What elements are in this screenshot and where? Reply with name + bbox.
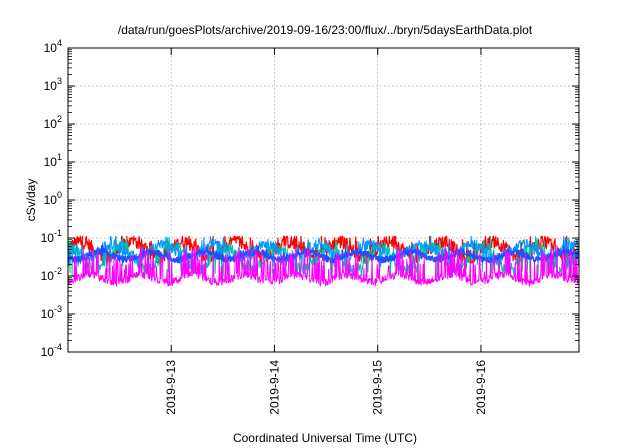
series-line-5 [67, 245, 580, 287]
y-tick-label: 101 [44, 152, 62, 169]
y-tick-label: 104 [44, 38, 62, 55]
y-tick-label: 10-4 [41, 342, 62, 359]
y-tick-label: 103 [44, 76, 62, 93]
x-tick-label: 2019-9-13 [164, 360, 178, 415]
x-tick-label: 2019-9-14 [267, 360, 281, 415]
x-axis-label: Coordinated Universal Time (UTC) [233, 431, 417, 445]
y-tick-label: 100 [44, 190, 62, 207]
y-axis-label: cSv/day [24, 179, 38, 222]
y-tick-label: 10-1 [41, 228, 62, 245]
x-tick-label: 2019-9-16 [474, 360, 488, 415]
chart-title: /data/run/goesPlots/archive/2019-09-16/2… [118, 23, 533, 37]
y-tick-label: 10-2 [41, 266, 62, 283]
series-layer [67, 235, 580, 287]
x-tick-label: 2019-9-15 [371, 360, 385, 415]
y-tick-label: 10-3 [41, 304, 62, 321]
axis-ticks [68, 47, 579, 353]
y-tick-label: 102 [44, 114, 62, 131]
series-line-3 [67, 235, 580, 268]
grid-lines [68, 48, 579, 352]
